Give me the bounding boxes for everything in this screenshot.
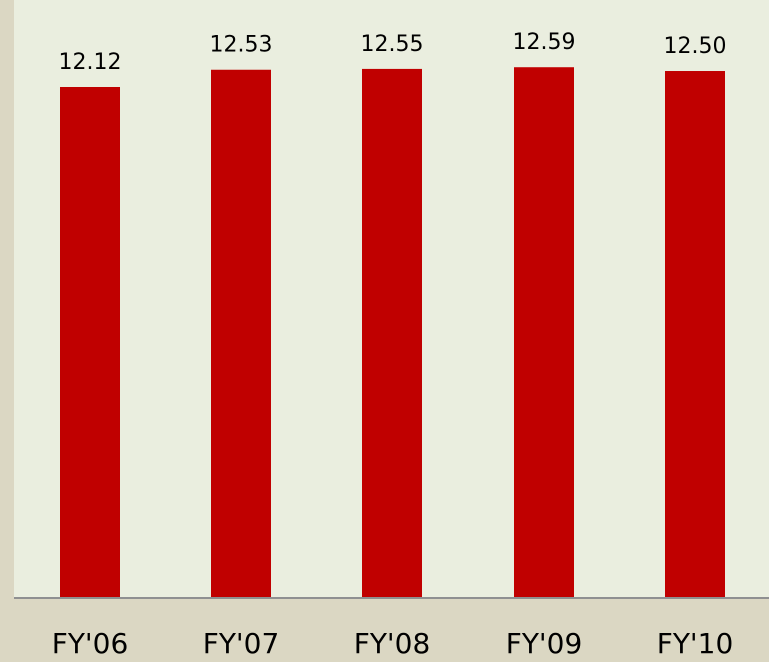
bar	[665, 71, 725, 598]
bar	[514, 67, 574, 597]
bar-value-label: 12.59	[513, 30, 576, 55]
bar	[211, 69, 271, 597]
x-axis-tick-labels: FY'06 FY'07 FY'08 FY'09 FY'10	[52, 627, 734, 660]
x-tick-label: FY'07	[203, 627, 280, 660]
bar	[60, 87, 120, 597]
x-tick-label: FY'10	[657, 627, 734, 660]
bar-value-label: 12.53	[210, 33, 273, 58]
bar	[362, 68, 422, 597]
bar-value-label: 12.55	[361, 32, 424, 57]
x-tick-label: FY'06	[52, 627, 129, 660]
bar-value-label: 12.50	[664, 34, 727, 59]
x-tick-label: FY'09	[506, 627, 583, 660]
data-labels: 12.12 12.53 12.55 12.59 12.50	[59, 30, 727, 75]
bar-value-label: 12.12	[59, 50, 122, 75]
bars	[60, 67, 725, 598]
x-tick-label: FY'08	[354, 627, 431, 660]
